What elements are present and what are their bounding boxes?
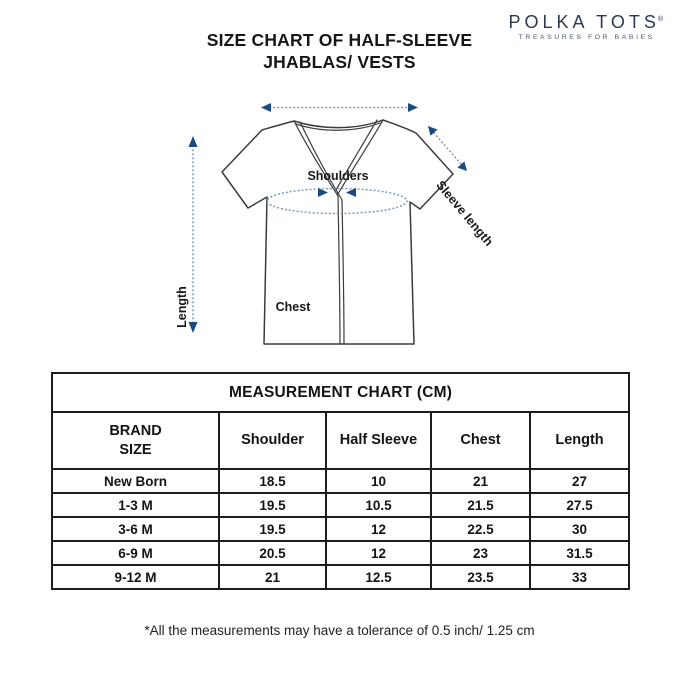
chest-label: Chest: [275, 300, 311, 314]
measurement-cell: 27: [528, 468, 631, 494]
measurement-cell: 31.5: [528, 540, 631, 566]
measurement-cell: 21: [218, 564, 327, 590]
measurement-cell: 18.5: [218, 468, 327, 494]
registered-trademark-icon: ®: [657, 16, 663, 23]
column-header-brand-size: BRAND SIZE: [51, 411, 220, 470]
vest-collar-lines: [293, 119, 384, 345]
brand-size-cell: 3-6 M: [51, 516, 220, 542]
shoulders-label: Shoulders: [307, 169, 369, 183]
vest-measurement-illustration: [188, 103, 467, 345]
measurement-cell: 21.5: [430, 492, 531, 518]
table-row: 3-6 M 19.5 12 22.5 30: [51, 516, 631, 542]
table-row: 6-9 M 20.5 12 23 31.5: [51, 540, 631, 566]
measurement-cell: 20.5: [218, 540, 327, 566]
measurement-cell: 22.5: [430, 516, 531, 542]
measurement-cell: 12: [325, 516, 432, 542]
column-header-length: Length: [528, 411, 631, 470]
measurement-cell: 21: [430, 468, 531, 494]
brand-tagline: TREASURES FOR BABIES: [518, 34, 655, 41]
brand-logo-wordmark: POLKA TOTS®: [508, 13, 665, 31]
measurement-cell: 10.5: [325, 492, 432, 518]
brand-name: POLKA TOTS: [508, 12, 660, 32]
brand-size-cell: 1-3 M: [51, 492, 220, 518]
measurement-cell: 10: [325, 468, 432, 494]
tolerance-footnote: *All the measurements may have a toleran…: [144, 623, 535, 638]
measurement-cell: 33: [528, 564, 631, 590]
length-arrowhead-bottom-icon: [188, 322, 198, 333]
length-arrowhead-top-icon: [188, 136, 198, 147]
measurement-cell: 19.5: [218, 492, 327, 518]
brand-size-cell: 9-12 M: [51, 564, 220, 590]
measurement-arrows: [192, 106, 462, 324]
column-header-shoulder: Shoulder: [218, 411, 327, 470]
arrowheads: [188, 103, 467, 333]
chest-arrowhead-left-icon: [346, 188, 356, 197]
page-title: SIZE CHART OF HALF-SLEEVE JHABLAS/ VESTS: [0, 30, 679, 73]
vest-outline: [221, 119, 454, 345]
chest-ellipse: [266, 187, 408, 215]
brand-size-cell: 6-9 M: [51, 540, 220, 566]
page-title-line2: JHABLAS/ VESTS: [263, 51, 416, 72]
measurement-table-body: New Born 18.5 10 21 27 1-3 M 19.5 10.5 21.5 27.5 3…: [51, 468, 631, 590]
measurement-cell: 12: [325, 540, 432, 566]
shoulders-arrowhead-left-icon: [261, 103, 271, 112]
sleeve-length-arrow-line: [433, 132, 462, 165]
measurement-cell: 27.5: [528, 492, 631, 518]
measurement-cell: 23: [430, 540, 531, 566]
page-title-line1: SIZE CHART OF HALF-SLEEVE: [206, 30, 473, 50]
table-title: MEASUREMENT CHART (CM): [50, 372, 631, 413]
brand-logo: POLKA TOTS® TREASURES FOR BABIES: [508, 13, 665, 41]
table-row: New Born 18.5 10 21 27: [51, 468, 631, 494]
table-row: 1-3 M 19.5 10.5 21.5 27.5: [51, 492, 631, 518]
column-header-chest: Chest: [430, 411, 531, 470]
table-row: 9-12 M 21 12.5 23.5 33: [51, 564, 631, 590]
measurement-cell: 23.5: [430, 564, 531, 590]
measurement-table: MEASUREMENT CHART (CM) BRAND SIZE Should…: [50, 372, 631, 590]
sleeve-arrowhead-top-icon: [428, 126, 438, 136]
table-title-row: MEASUREMENT CHART (CM): [50, 372, 631, 413]
brand-size-cell: New Born: [51, 468, 220, 494]
column-header-half-sleeve: Half Sleeve: [325, 411, 432, 470]
measurement-cell: 12.5: [325, 564, 432, 590]
garment-diagram: Shoulders Sleeve length Length Chest: [0, 80, 679, 370]
length-label: Length: [175, 286, 189, 328]
table-header-row: BRAND SIZE Shoulder Half Sleeve Chest Le…: [51, 411, 631, 470]
measurement-cell: 19.5: [218, 516, 327, 542]
chest-arrowhead-right-icon: [318, 188, 328, 197]
measurement-cell: 30: [528, 516, 631, 542]
shoulders-arrowhead-right-icon: [408, 103, 418, 112]
sleeve-arrowhead-bottom-icon: [457, 161, 467, 171]
